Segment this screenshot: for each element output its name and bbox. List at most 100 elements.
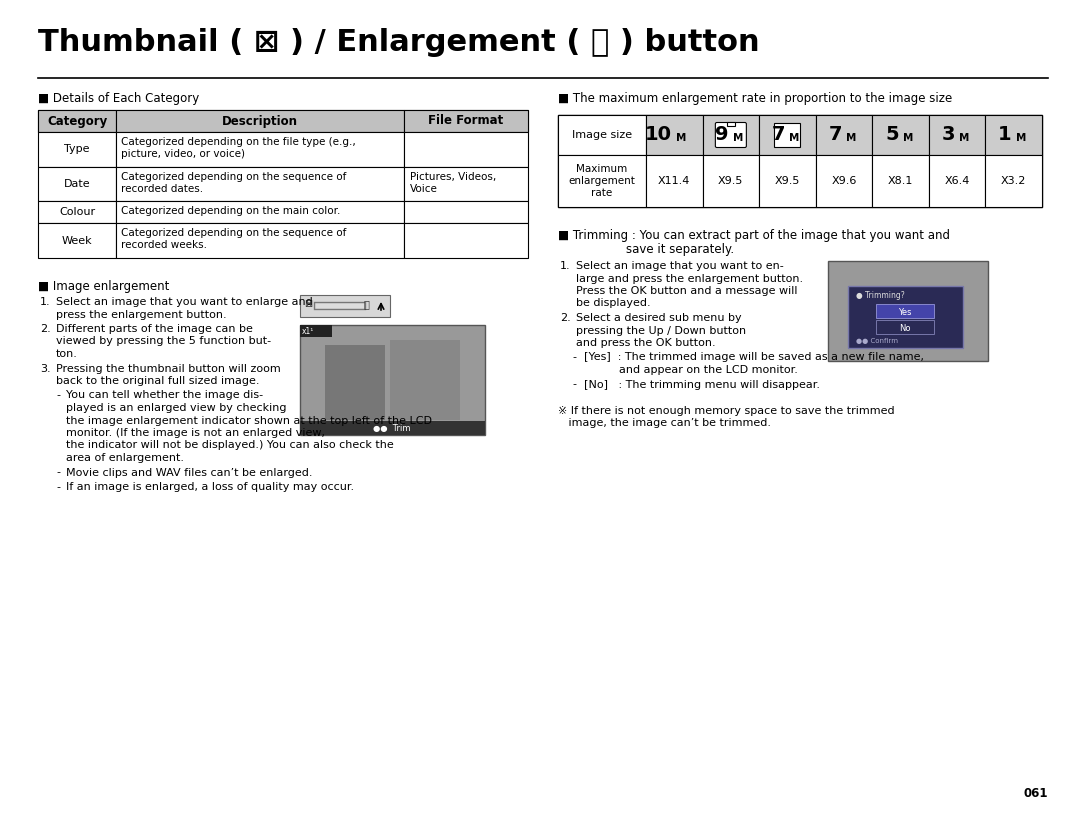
Bar <box>646 155 703 207</box>
Text: Pictures, Videos,
Voice: Pictures, Videos, Voice <box>410 172 496 194</box>
Bar <box>759 155 815 207</box>
Bar <box>404 201 528 223</box>
Bar <box>116 201 404 223</box>
Text: X8.1: X8.1 <box>888 176 914 186</box>
Bar <box>300 325 332 337</box>
Text: Maximum
enlargement
rate: Maximum enlargement rate <box>568 165 635 197</box>
Text: X6.4: X6.4 <box>944 176 970 186</box>
Text: played is an enlarged view by checking: played is an enlarged view by checking <box>66 403 286 413</box>
Bar <box>815 155 873 207</box>
Bar <box>300 295 390 317</box>
Text: 5: 5 <box>885 126 899 144</box>
Bar <box>116 223 404 258</box>
Text: 7: 7 <box>772 126 785 144</box>
Text: Press the OK button and a message will: Press the OK button and a message will <box>576 286 797 296</box>
Text: area of enlargement.: area of enlargement. <box>66 453 184 463</box>
Bar <box>300 421 485 435</box>
Bar <box>828 261 988 361</box>
Bar <box>985 115 1042 155</box>
FancyBboxPatch shape <box>715 122 746 148</box>
Text: Week: Week <box>62 236 92 245</box>
Text: 1: 1 <box>998 126 1012 144</box>
Bar <box>300 325 485 435</box>
Text: pressing the Up / Down button: pressing the Up / Down button <box>576 325 746 336</box>
Text: Pressing the thumbnail button will zoom: Pressing the thumbnail button will zoom <box>56 363 281 373</box>
Bar <box>558 155 646 207</box>
Bar <box>404 110 528 132</box>
Bar <box>703 155 759 207</box>
Text: You can tell whether the image dis-: You can tell whether the image dis- <box>66 390 264 400</box>
Text: 10: 10 <box>645 126 672 144</box>
Text: Select an image that you want to enlarge and: Select an image that you want to enlarge… <box>56 297 313 307</box>
Text: 061: 061 <box>1024 787 1048 800</box>
Text: 9: 9 <box>715 126 729 144</box>
Bar <box>646 115 703 155</box>
Text: Categorized depending on the main color.: Categorized depending on the main color. <box>121 206 340 216</box>
Text: ■ Trimming : You can extract part of the image that you want and: ■ Trimming : You can extract part of the… <box>558 229 950 242</box>
Bar <box>38 201 116 223</box>
Text: 3: 3 <box>942 126 955 144</box>
Bar <box>116 132 404 167</box>
Text: the indicator will not be displayed.) You can also check the: the indicator will not be displayed.) Yo… <box>66 440 394 451</box>
Text: -: - <box>56 482 60 492</box>
Text: ●● Confirm: ●● Confirm <box>856 338 897 344</box>
Text: 3.: 3. <box>40 363 51 373</box>
Text: M: M <box>733 133 743 143</box>
Text: x1¹: x1¹ <box>302 327 314 336</box>
Text: No: No <box>900 324 910 333</box>
Bar <box>558 115 646 155</box>
Text: ※ If there is not enough memory space to save the trimmed
   image, the image ca: ※ If there is not enough memory space to… <box>558 406 894 428</box>
Bar <box>727 122 734 126</box>
Bar <box>38 167 116 201</box>
Text: Thumbnail ( ⊠ ) / Enlargement ( ⌕ ) button: Thumbnail ( ⊠ ) / Enlargement ( ⌕ ) butt… <box>38 28 759 57</box>
Bar <box>759 115 815 155</box>
Text: M: M <box>676 133 687 143</box>
Text: -: - <box>572 380 576 390</box>
Text: Categorized depending on the file type (e.g.,
picture, video, or voice): Categorized depending on the file type (… <box>121 137 355 159</box>
Bar <box>985 155 1042 207</box>
Text: M: M <box>903 133 913 143</box>
Text: ⌕: ⌕ <box>364 299 369 309</box>
Text: large and press the enlargement button.: large and press the enlargement button. <box>576 274 804 284</box>
Bar <box>38 223 116 258</box>
Text: and press the OK button.: and press the OK button. <box>576 338 716 348</box>
Bar <box>116 110 404 132</box>
Text: M: M <box>846 133 856 143</box>
Text: M: M <box>789 133 800 143</box>
Text: -: - <box>56 468 60 478</box>
Text: 1.: 1. <box>40 297 51 307</box>
Bar <box>873 155 929 207</box>
Text: Different parts of the image can be: Different parts of the image can be <box>56 324 253 334</box>
Text: Colour: Colour <box>59 207 95 217</box>
Bar <box>325 345 384 420</box>
Text: Image size: Image size <box>572 130 632 140</box>
Text: Type: Type <box>64 144 90 155</box>
Bar <box>774 123 800 147</box>
Text: ⊠: ⊠ <box>303 299 312 309</box>
Text: File Format: File Format <box>429 114 503 127</box>
Bar <box>848 286 963 348</box>
Text: [No]   : The trimming menu will disappear.: [No] : The trimming menu will disappear. <box>584 380 820 390</box>
Text: M: M <box>1015 133 1026 143</box>
Bar <box>929 155 985 207</box>
Text: the image enlargement indicator shown at the top left of the LCD: the image enlargement indicator shown at… <box>66 416 432 425</box>
Text: ■ The maximum enlargement rate in proportion to the image size: ■ The maximum enlargement rate in propor… <box>558 92 953 105</box>
Bar <box>873 115 929 155</box>
Bar <box>876 320 934 334</box>
Text: X3.2: X3.2 <box>1001 176 1026 186</box>
Text: X11.4: X11.4 <box>658 176 690 186</box>
Text: 2.: 2. <box>561 313 570 323</box>
Text: save it separately.: save it separately. <box>626 243 734 256</box>
Text: ■ Details of Each Category: ■ Details of Each Category <box>38 92 199 105</box>
Text: ■ Image enlargement: ■ Image enlargement <box>38 280 170 293</box>
Bar <box>38 110 116 132</box>
Text: 1.: 1. <box>561 261 570 271</box>
Text: 7: 7 <box>828 126 842 144</box>
Text: -: - <box>56 390 60 400</box>
Text: 2.: 2. <box>40 324 51 334</box>
Bar <box>38 132 116 167</box>
Text: -: - <box>572 353 576 363</box>
Bar <box>703 115 759 155</box>
Text: ● Trimming?: ● Trimming? <box>856 291 905 300</box>
Text: X9.6: X9.6 <box>832 176 856 186</box>
